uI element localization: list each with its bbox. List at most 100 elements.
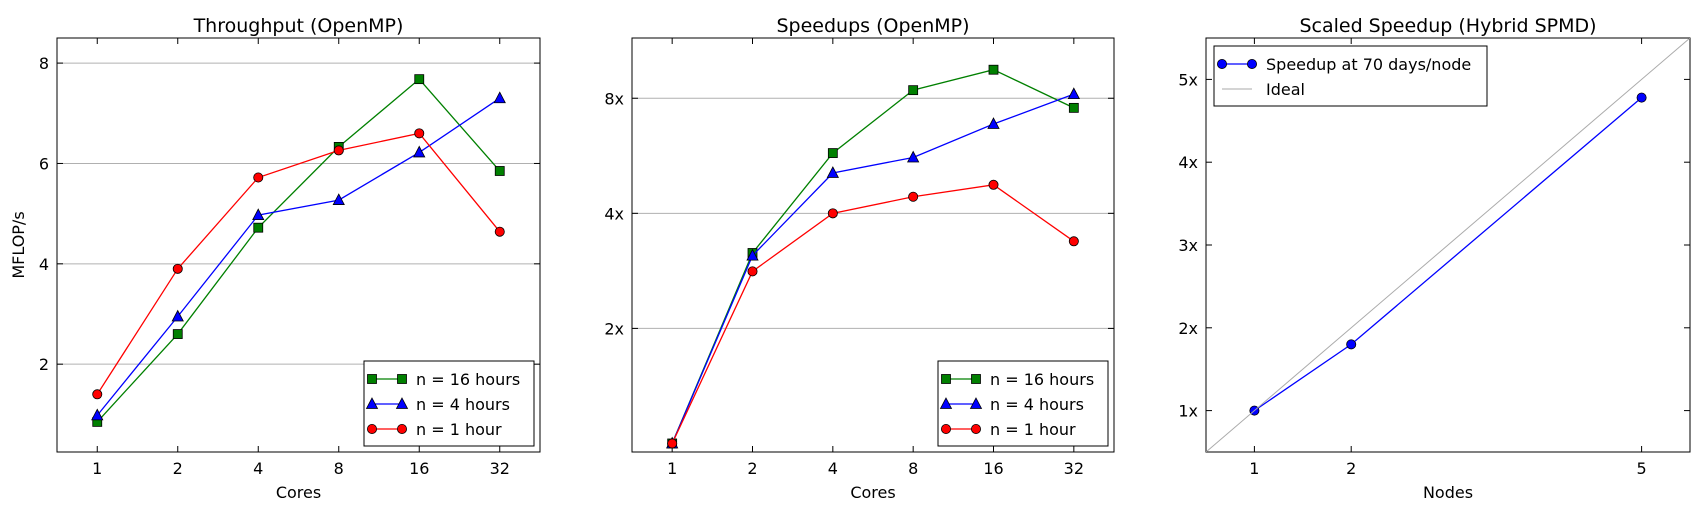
series-line [671,93,1075,444]
series-1 [96,78,501,423]
x-tick-label: 4 [253,459,263,478]
series-2 [671,93,1075,444]
data-point [414,74,425,85]
data-point [908,191,919,202]
legend-label: n = 1 hour [990,420,1076,439]
data-point [333,145,344,156]
series-line [671,69,1075,444]
data-point [413,145,426,158]
y-tick-label: 4 [39,255,49,274]
legend-marker [1247,59,1258,70]
x-tick-label: 1 [1249,459,1259,478]
legend-box [1213,45,1488,107]
data-point [1636,92,1647,103]
y-tick-label: 8x [604,89,624,108]
chart-panel-3: 1 2 5 1x 2x 3x 4x 5x Scaled Speedup (Hybrid SPMD… [1178,15,1691,502]
plot-frame [631,37,1115,453]
data-point [494,226,505,237]
x-tick-label: 1 [667,459,677,478]
series-line [96,97,501,416]
x-tick-label: 2 [1346,459,1356,478]
data-point [1067,87,1080,100]
data-point [493,91,506,104]
data-point [826,166,839,178]
y-tick-label: 2 [39,355,49,374]
series-line [96,132,501,395]
data-point [747,266,758,277]
x-tick-label: 32 [490,459,510,478]
x-tick-label: 1 [92,459,102,478]
legend-label: n = 16 hours [416,370,520,389]
data-point [907,150,920,163]
legend-marker [366,423,377,434]
legend-marker [1217,59,1228,70]
chart-panel-2: 1 2 4 8 16 32 2x 4x 8x Speedups (OpenMP) Cores n = … [604,15,1115,502]
data-point [91,408,104,421]
data-point [746,248,759,261]
legend-marker [395,397,409,409]
data-point [171,309,184,322]
series-1 [671,69,1075,444]
data-point [252,208,265,221]
y-tick-label: 6 [39,154,49,173]
y-tick-label: 3x [1178,236,1198,255]
data-point [667,438,678,449]
data-point [253,222,264,233]
x-tick-label: 5 [1637,459,1647,478]
series-2 [1206,38,1690,452]
y-tick-label: 8 [39,54,49,73]
data-point [988,64,999,75]
chart-title: Speedups (OpenMP) [776,15,969,37]
legend-label: n = 16 hours [990,370,1094,389]
x-axis-label: Nodes [1423,483,1473,502]
y-axis-label: MFLOP/s [9,211,28,278]
series-line [1254,97,1643,412]
chart-panel-1: 1 2 4 8 16 32 2 4 6 8 Throughput (OpenMP) Cores MFLO… [9,15,541,502]
data-point [1068,102,1079,113]
chart-title: Throughput (OpenMP) [193,15,404,37]
y-tick-label: 2x [1178,319,1198,338]
legend-marker [365,397,379,409]
legend-marker [397,374,407,384]
x-tick-label: 32 [1064,459,1084,478]
legend-label: Speedup at 70 days/node [1266,55,1471,74]
x-tick-label: 2 [747,459,757,478]
legend-marker [939,397,953,409]
legend: Speedup at 70 days/node Ideal [1213,45,1488,107]
series-3 [671,184,1075,444]
data-point [987,117,1000,129]
series-1 [1254,97,1643,412]
legend-marker [941,374,951,384]
data-point [172,263,183,274]
x-tick-label: 16 [983,459,1003,478]
data-point [827,208,838,219]
y-tick-label: 2x [604,319,624,338]
legend-label: n = 4 hours [990,395,1084,414]
plot-frame [56,37,541,453]
legend-label: n = 4 hours [416,395,510,414]
data-point [172,329,183,339]
legend-marker [367,374,377,384]
x-tick-label: 8 [908,459,918,478]
legend: n = 16 hours n = 4 hours n = 1 hour [937,360,1109,447]
data-point [253,172,264,183]
series-markers [91,91,506,421]
series-markers [92,128,505,400]
data-point [92,389,103,400]
x-axis-label: Cores [850,483,895,502]
legend: n = 16 hours n = 4 hours n = 1 hour [363,360,535,447]
y-tick-label: 5x [1178,70,1198,89]
data-point [908,85,919,96]
legend-marker [396,423,407,434]
series-3 [96,132,501,395]
data-point [988,179,999,190]
data-point [414,128,425,139]
data-point [1068,236,1079,247]
data-point [494,166,505,176]
legend-marker [969,397,983,409]
x-tick-label: 2 [173,459,183,478]
series-line [96,78,501,423]
series-line [671,184,1075,444]
